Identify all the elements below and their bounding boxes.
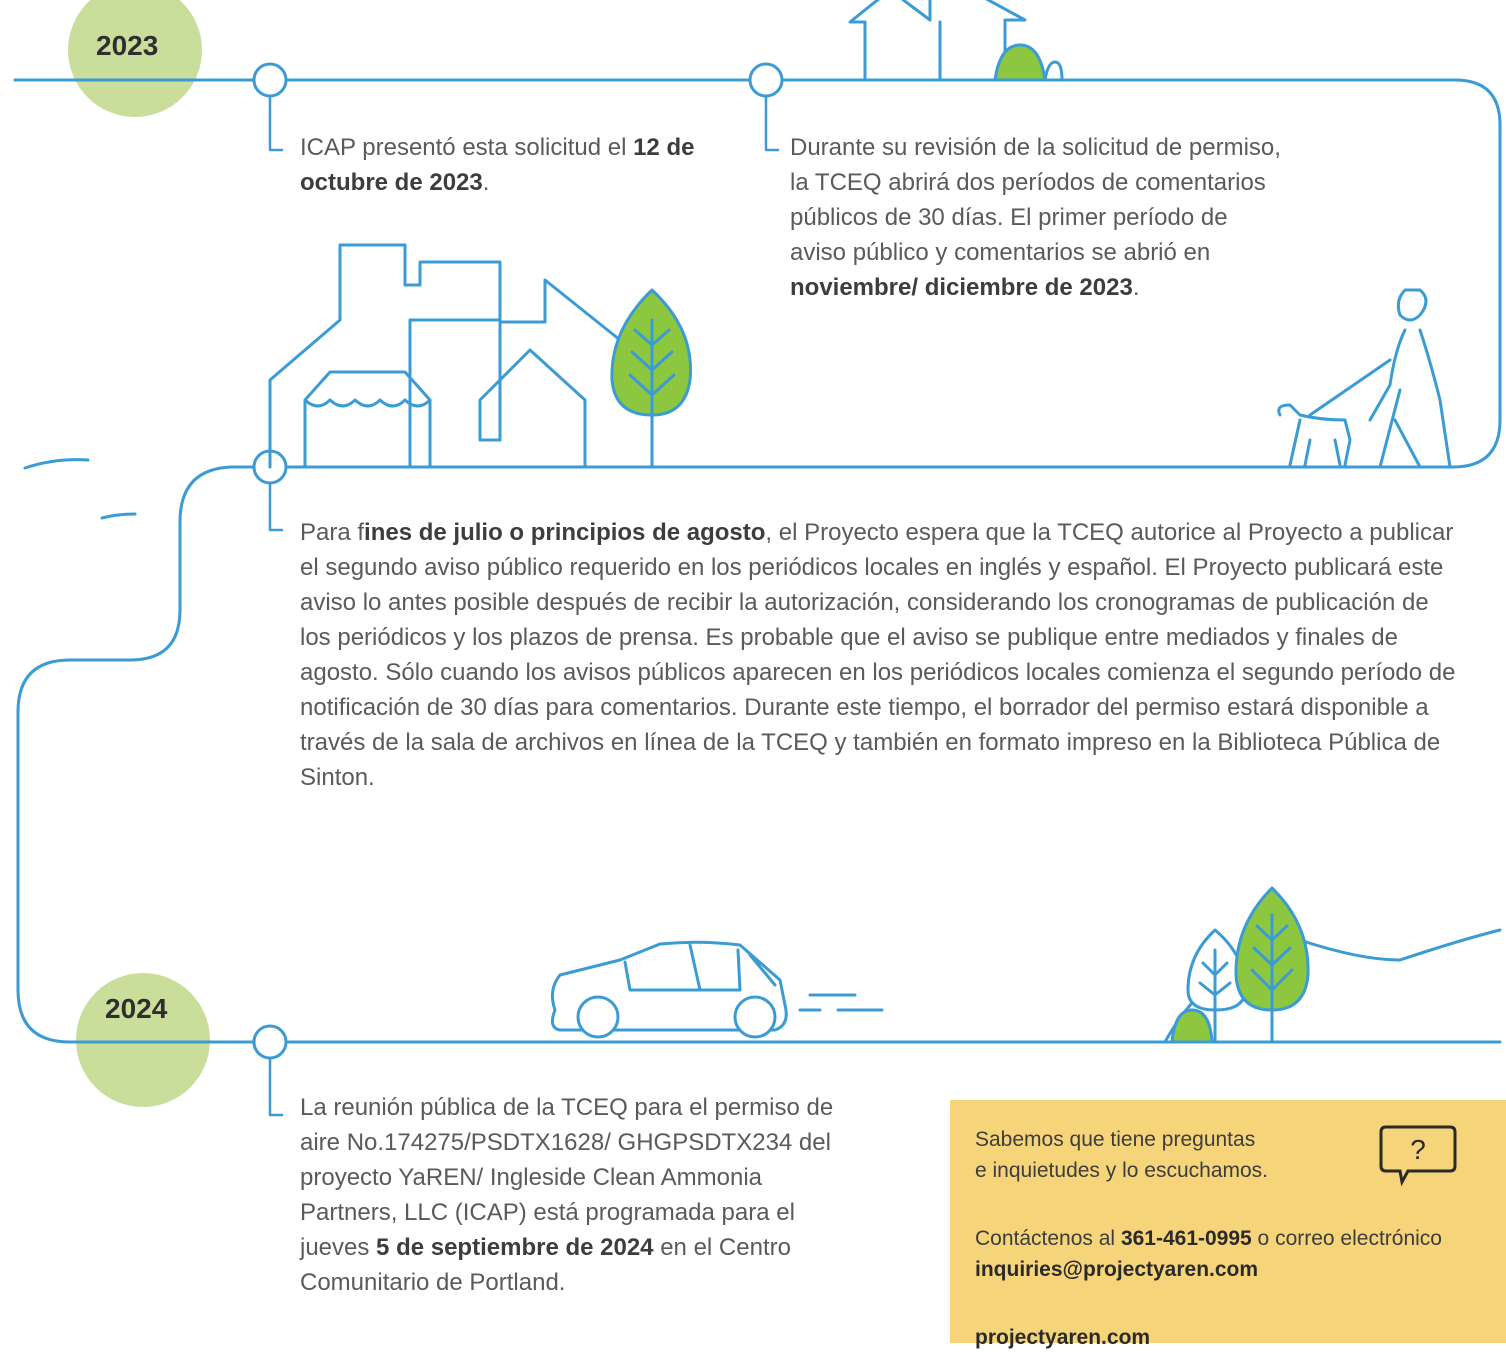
city xyxy=(268,243,622,469)
car xyxy=(550,940,788,1032)
text-bold: inquiries@projectyaren.com xyxy=(975,1258,1259,1281)
entry-text: Durante su revisión de la solicitud de p… xyxy=(790,130,1290,305)
bush xyxy=(1170,1008,1214,1044)
milestone xyxy=(748,62,784,98)
text-run: Durante su revisión de la solicitud de p… xyxy=(790,134,1281,266)
contact-box: Sabemos que tiene preguntas e inquietude… xyxy=(950,1100,1506,1349)
text-run: ICAP presentó esta solicitud el xyxy=(300,134,634,161)
text-bold: 12 de octubre de 2023 xyxy=(300,134,695,196)
house xyxy=(848,0,1027,82)
speed-lines xyxy=(798,993,884,1012)
question-icon: ? xyxy=(1379,1125,1457,1186)
text-bold: 5 de septiembre de 2024 xyxy=(376,1234,654,1261)
text-run: en el Centro Comunitario de Portland. xyxy=(300,1234,791,1296)
wheel xyxy=(733,995,777,1039)
bush xyxy=(993,43,1047,82)
text-run: La reunión pública de la TCEQ para el pe… xyxy=(300,1094,834,1261)
year-label: 2024 xyxy=(105,993,168,1024)
tree xyxy=(628,318,676,469)
text-run: Contáctenos al xyxy=(975,1227,1121,1250)
icon-bubble xyxy=(1379,1125,1457,1186)
text-line: Sabemos que tiene preguntas xyxy=(975,1128,1256,1151)
website: projectyaren.com xyxy=(975,1326,1151,1349)
wheel xyxy=(576,995,620,1039)
text-bold: noviembre/ diciembre de 2023 xyxy=(790,274,1133,301)
icon-text: ? xyxy=(1410,1134,1426,1165)
text-bold: 361-461-0995 xyxy=(1120,1227,1252,1250)
year-label: 2023 xyxy=(96,30,159,61)
text-run: . xyxy=(1132,274,1140,301)
text-bold: ines de julio o principios de agosto xyxy=(364,519,766,546)
walker xyxy=(1277,288,1452,469)
text-run: . xyxy=(482,169,490,196)
contact-details: Contáctenos al 361-461-0995 o correo ele… xyxy=(975,1223,1465,1285)
text-run: Para f xyxy=(300,519,365,546)
year-badge xyxy=(76,973,210,1107)
milestone xyxy=(252,1024,288,1060)
entry-text: La reunión pública de la TCEQ para el pe… xyxy=(300,1090,845,1300)
connector xyxy=(268,94,780,1117)
year-badge xyxy=(68,0,202,117)
text-run: o correo electrónico xyxy=(1251,1227,1442,1250)
milestone xyxy=(252,62,288,98)
bush xyxy=(1043,60,1064,82)
tree xyxy=(1250,913,1294,1044)
entry-text: Para fines de julio o principios de agos… xyxy=(300,515,1465,795)
tree xyxy=(1198,948,1232,1044)
text-run: , el Proyecto espera que la TCEQ autoric… xyxy=(300,519,1456,791)
contact-intro: Sabemos que tiene preguntas e inquietude… xyxy=(975,1124,1268,1186)
bird xyxy=(23,458,137,520)
text-line: e inquietudes y lo escuchamos. xyxy=(975,1159,1269,1182)
timeline-line xyxy=(13,78,1502,1044)
entry-text: ICAP presentó esta solicitud el 12 de oc… xyxy=(300,130,720,200)
